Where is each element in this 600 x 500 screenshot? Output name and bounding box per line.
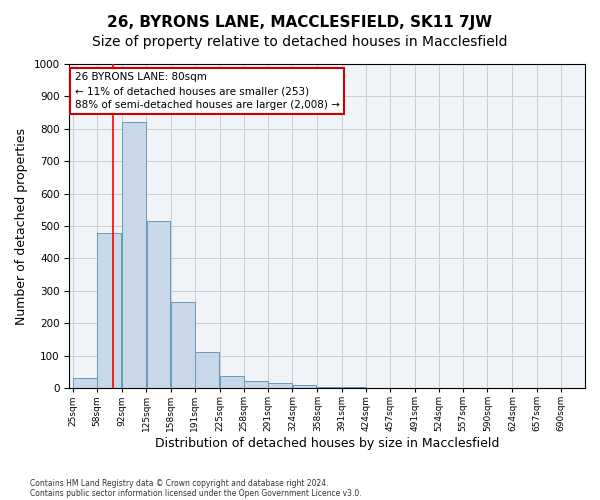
Bar <box>171 302 194 388</box>
Text: Contains HM Land Registry data © Crown copyright and database right 2024.: Contains HM Land Registry data © Crown c… <box>30 478 329 488</box>
Bar <box>97 232 121 388</box>
Text: 26 BYRONS LANE: 80sqm
← 11% of detached houses are smaller (253)
88% of semi-det: 26 BYRONS LANE: 80sqm ← 11% of detached … <box>74 72 340 110</box>
Bar <box>293 385 316 388</box>
Y-axis label: Number of detached properties: Number of detached properties <box>15 128 28 324</box>
X-axis label: Distribution of detached houses by size in Macclesfield: Distribution of detached houses by size … <box>155 437 499 450</box>
Text: 26, BYRONS LANE, MACCLESFIELD, SK11 7JW: 26, BYRONS LANE, MACCLESFIELD, SK11 7JW <box>107 15 493 30</box>
Text: Size of property relative to detached houses in Macclesfield: Size of property relative to detached ho… <box>92 35 508 49</box>
Bar <box>73 378 97 388</box>
Bar <box>195 352 219 388</box>
Bar <box>268 384 292 388</box>
Bar <box>220 376 244 388</box>
Bar <box>146 221 170 388</box>
Bar <box>122 122 146 388</box>
Text: Contains public sector information licensed under the Open Government Licence v3: Contains public sector information licen… <box>30 488 362 498</box>
Bar <box>317 386 341 388</box>
Bar <box>244 381 268 388</box>
